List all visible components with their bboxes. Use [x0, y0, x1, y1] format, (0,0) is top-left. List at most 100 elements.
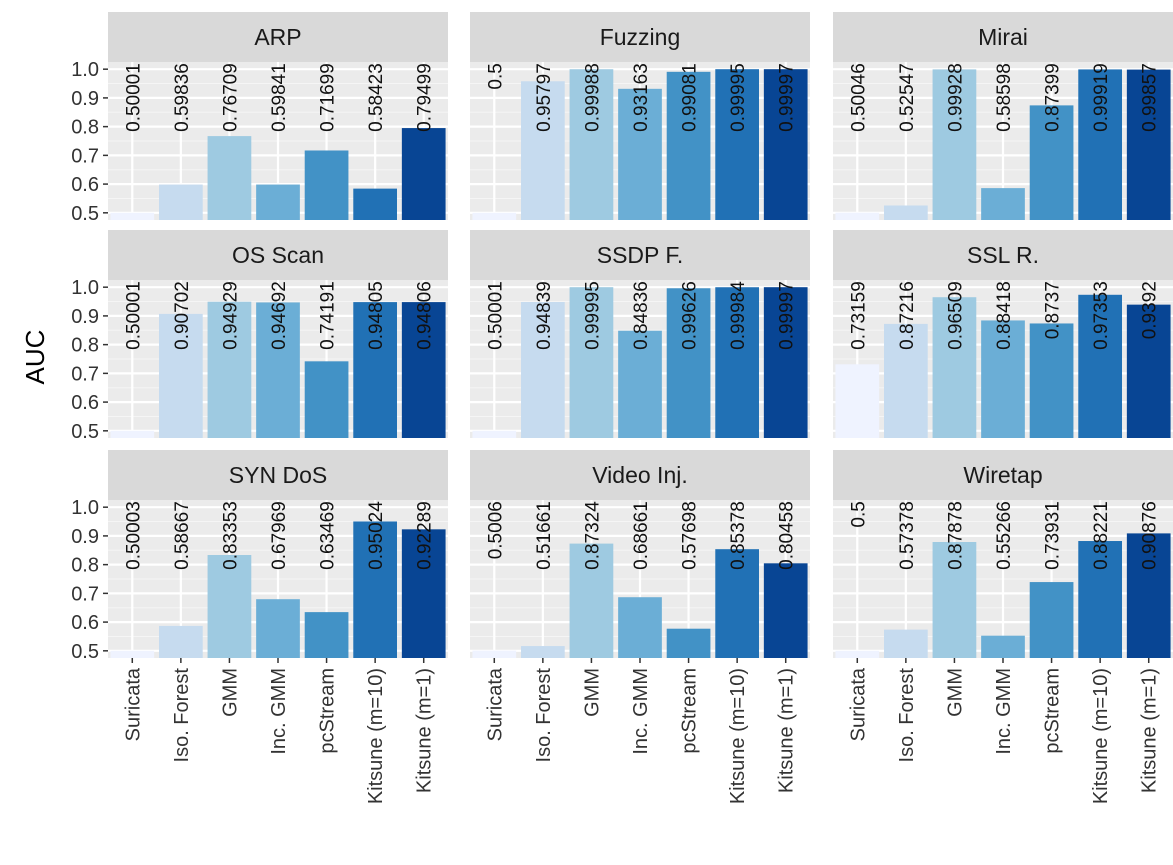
- bar: [666, 628, 711, 658]
- bar: [835, 650, 880, 658]
- value-label: 0.57698: [680, 501, 701, 570]
- bar: [1029, 582, 1074, 658]
- y-tick-label: 0.8: [71, 117, 99, 139]
- value-label: 0.50046: [848, 63, 869, 132]
- value-label: 0.94929: [220, 281, 241, 350]
- bar: [401, 128, 446, 220]
- value-label: 0.88221: [1091, 501, 1112, 570]
- value-label: 0.90876: [1140, 501, 1161, 570]
- value-label: 0.74191: [318, 281, 339, 350]
- value-label: 0.80458: [777, 501, 798, 570]
- y-tick-label: 1.0: [71, 497, 99, 519]
- x-tick-label: Kitsune (m=10): [365, 668, 387, 804]
- bar: [304, 612, 349, 658]
- value-label: 0.52547: [897, 63, 918, 132]
- bar: [110, 650, 155, 658]
- y-tick-label: 0.6: [71, 174, 99, 196]
- x-tick-label: pcStream: [679, 668, 701, 754]
- bar: [715, 549, 759, 658]
- y-tick-label: 0.5: [71, 641, 99, 663]
- bar: [569, 69, 614, 220]
- value-label: 0.85378: [728, 501, 749, 570]
- x-tick-label: Kitsune (m=1): [1139, 668, 1161, 793]
- bar: [521, 302, 565, 438]
- bar: [472, 650, 517, 658]
- value-label: 0.99988: [582, 63, 603, 132]
- bar: [618, 597, 662, 658]
- bar: [256, 184, 300, 220]
- bar: [110, 212, 155, 220]
- bar: [472, 212, 517, 220]
- facet-title: SYN DoS: [229, 462, 327, 488]
- facet-title: Wiretap: [963, 462, 1042, 488]
- bar: [835, 212, 880, 220]
- value-label: 0.90702: [172, 281, 193, 350]
- value-label: 0.73931: [1043, 501, 1064, 570]
- bar: [981, 635, 1025, 658]
- y-tick-label: 0.7: [71, 583, 99, 605]
- bar: [932, 69, 977, 220]
- bar: [304, 150, 349, 220]
- value-label: 0.58423: [366, 63, 387, 132]
- y-tick-label: 1.0: [71, 59, 99, 81]
- facet-title: SSDP F.: [597, 242, 684, 268]
- x-tick-label: GMM: [944, 668, 966, 717]
- x-tick-label: Iso. Forest: [896, 668, 918, 763]
- facet-title: ARP: [254, 24, 301, 50]
- value-label: 0.88418: [994, 281, 1015, 350]
- bar: [618, 88, 662, 220]
- facet-title: OS Scan: [232, 242, 324, 268]
- x-tick-label: Kitsune (m=1): [414, 668, 436, 793]
- value-label: 0.92289: [415, 501, 436, 570]
- bar: [353, 302, 397, 438]
- facet-panel: SSDP F. 0.50001 0.94839 0.99995 0.84836 0.996…: [470, 230, 810, 438]
- bar: [884, 323, 928, 438]
- y-tick-label: 1.0: [71, 277, 99, 299]
- facet-strip: [833, 230, 1173, 280]
- bar: [304, 361, 349, 438]
- panels-layer: ARP 0.50001 0.59836 0.76709 0.59841 0.71699 0.…: [71, 12, 1173, 804]
- facet-title: Video Inj.: [592, 462, 687, 488]
- x-tick-label: Kitsune (m=10): [1090, 668, 1112, 804]
- value-label: 0.99997: [777, 281, 798, 350]
- bar: [884, 205, 928, 220]
- value-label: 0.87878: [945, 501, 966, 570]
- facet-panel: Video Inj. 0.5006 0.51661 0.87324 0.68661 0.5…: [470, 450, 810, 804]
- facet-strip: [833, 450, 1173, 500]
- value-label: 0.94692: [269, 281, 290, 350]
- value-label: 0.58598: [994, 63, 1015, 132]
- facet-title: SSL R.: [967, 242, 1039, 268]
- y-tick-label: 0.5: [71, 203, 99, 225]
- facet-panel: Fuzzing 0.5 0.95797 0.99988 0.93163 0.99081 0.…: [470, 12, 810, 221]
- bar: [110, 430, 155, 438]
- x-tick-label: Inc. GMM: [268, 668, 290, 755]
- value-label: 0.94806: [415, 281, 436, 350]
- value-label: 0.99857: [1140, 63, 1161, 132]
- x-tick-label: GMM: [219, 668, 241, 717]
- bar: [932, 297, 977, 438]
- facet-panel: Mirai 0.50046 0.52547 0.99928 0.58598 0.87399…: [833, 12, 1173, 220]
- value-label: 0.99928: [945, 63, 966, 132]
- bar: [884, 629, 928, 658]
- value-label: 0.99081: [680, 63, 701, 132]
- bar: [401, 529, 446, 658]
- bar: [353, 521, 397, 658]
- x-tick-label: Iso. Forest: [533, 668, 555, 763]
- value-label: 0.79499: [415, 63, 436, 132]
- facet-strip: [108, 12, 448, 62]
- facet-panel: SYN DoS 0.50003 0.58667 0.83353 0.67969 0.634…: [71, 450, 448, 804]
- y-tick-label: 0.9: [71, 526, 99, 548]
- bar: [159, 625, 203, 658]
- facet-strip: [108, 230, 448, 280]
- bar: [521, 81, 565, 220]
- y-tick-label: 0.6: [71, 392, 99, 414]
- bar: [1078, 541, 1122, 658]
- value-label: 0.5: [848, 501, 869, 527]
- value-label: 0.94839: [534, 281, 555, 350]
- value-label: 0.57378: [897, 501, 918, 570]
- bar: [569, 543, 614, 658]
- value-label: 0.50001: [123, 63, 144, 132]
- value-label: 0.87216: [897, 281, 918, 350]
- bar: [763, 69, 808, 221]
